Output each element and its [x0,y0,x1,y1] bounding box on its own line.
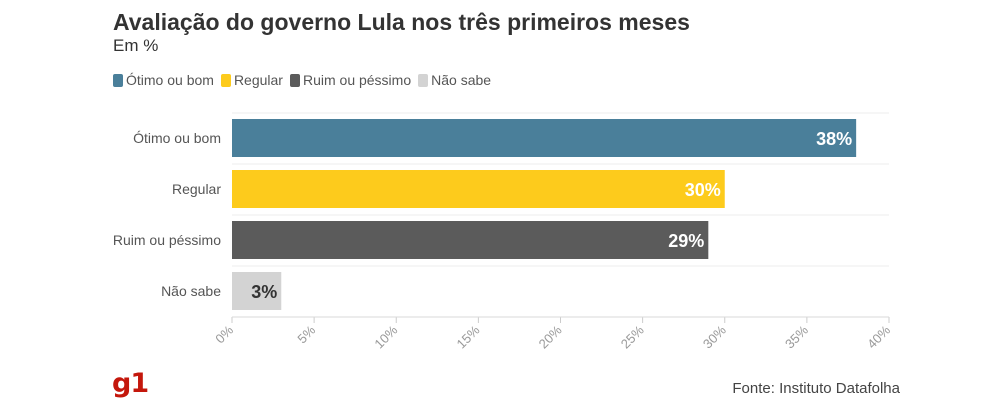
x-tick-label: 35% [782,322,811,351]
legend-label-regular: Regular [233,72,283,88]
bar [232,221,709,259]
chart-title: Avaliação do governo Lula nos três prime… [113,9,690,35]
legend-swatch-otimo-ou-bom [113,73,123,87]
x-tick-label: 40% [864,322,893,351]
data-label: 38% [816,129,852,149]
chart-subtitle: Em % [113,36,159,55]
x-tick-label: 0% [212,322,236,346]
g1-logo: g1 [112,368,149,399]
legend-label-nao-sabe: Não sabe [431,72,492,88]
legend-swatch-ruim-ou-pessimo [289,73,300,87]
legend-item-nao-sabe[interactable]: Não sabe [418,72,491,88]
data-label: 29% [668,231,704,251]
x-tick-label: 5% [294,322,318,346]
legend-swatch-nao-sabe [418,73,429,87]
legend: Ótimo ou bom Regular Ruim ou péssimo Não… [113,72,498,88]
category-label: Ruim ou péssimo [113,232,221,248]
x-tick-label: 15% [453,322,482,351]
source-credit: Fonte: Instituto Datafolha [732,380,900,397]
x-tick-label: 10% [371,322,400,351]
legend-item-ruim-ou-pessimo[interactable]: Ruim ou péssimo [289,72,412,88]
legend-item-regular[interactable]: Regular [220,72,283,88]
bar [232,170,725,208]
legend-label-otimo-ou-bom: Ótimo ou bom [126,72,214,88]
legend-label-ruim-ou-pessimo: Ruim ou péssimo [302,72,412,88]
x-tick-label: 30% [700,322,729,351]
legend-swatch-regular [220,73,231,87]
data-label: 3% [251,282,277,302]
legend-item-otimo-ou-bom[interactable]: Ótimo ou bom [113,72,214,88]
bar [232,119,857,157]
x-tick-label: 20% [536,322,565,351]
category-label: Não sabe [161,283,221,299]
category-label: Regular [172,181,221,197]
category-label: Ótimo ou bom [133,130,221,146]
bar [232,272,282,310]
x-tick-label: 25% [618,322,647,351]
data-label: 30% [685,180,721,200]
